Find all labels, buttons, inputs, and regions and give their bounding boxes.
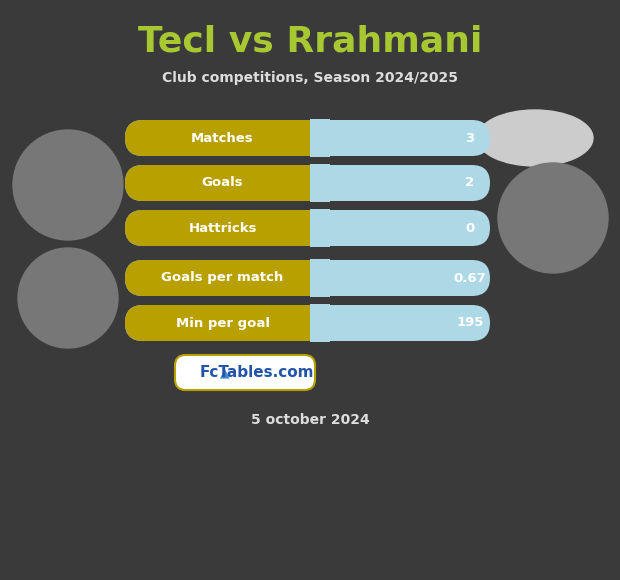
Bar: [310, 209, 330, 247]
FancyBboxPatch shape: [125, 210, 328, 246]
Circle shape: [13, 130, 123, 240]
Ellipse shape: [477, 110, 593, 166]
Text: 2: 2: [466, 176, 474, 190]
FancyBboxPatch shape: [125, 165, 490, 201]
Text: 3: 3: [466, 132, 475, 144]
Text: Goals per match: Goals per match: [161, 271, 283, 285]
Text: 0.67: 0.67: [454, 271, 486, 285]
Text: ▲: ▲: [220, 366, 230, 379]
Text: 5 october 2024: 5 october 2024: [250, 413, 370, 427]
FancyBboxPatch shape: [175, 355, 315, 390]
Text: Tecl vs Rrahmani: Tecl vs Rrahmani: [138, 25, 482, 59]
Bar: [310, 164, 330, 202]
Bar: [310, 259, 330, 297]
Text: 195: 195: [456, 317, 484, 329]
Text: Min per goal: Min per goal: [175, 317, 270, 329]
FancyBboxPatch shape: [125, 305, 490, 341]
FancyBboxPatch shape: [125, 120, 328, 156]
Text: Matches: Matches: [191, 132, 254, 144]
Text: Goals: Goals: [202, 176, 243, 190]
FancyBboxPatch shape: [125, 305, 328, 341]
Text: Club competitions, Season 2024/2025: Club competitions, Season 2024/2025: [162, 71, 458, 85]
FancyBboxPatch shape: [125, 120, 490, 156]
Text: Hattricks: Hattricks: [188, 222, 257, 234]
Text: 0: 0: [466, 222, 475, 234]
FancyBboxPatch shape: [125, 260, 328, 296]
Bar: [310, 119, 330, 157]
Circle shape: [498, 163, 608, 273]
FancyBboxPatch shape: [125, 260, 490, 296]
Text: FcTables.com: FcTables.com: [200, 365, 314, 380]
Bar: [310, 304, 330, 342]
Circle shape: [18, 248, 118, 348]
FancyBboxPatch shape: [125, 210, 490, 246]
FancyBboxPatch shape: [125, 165, 328, 201]
